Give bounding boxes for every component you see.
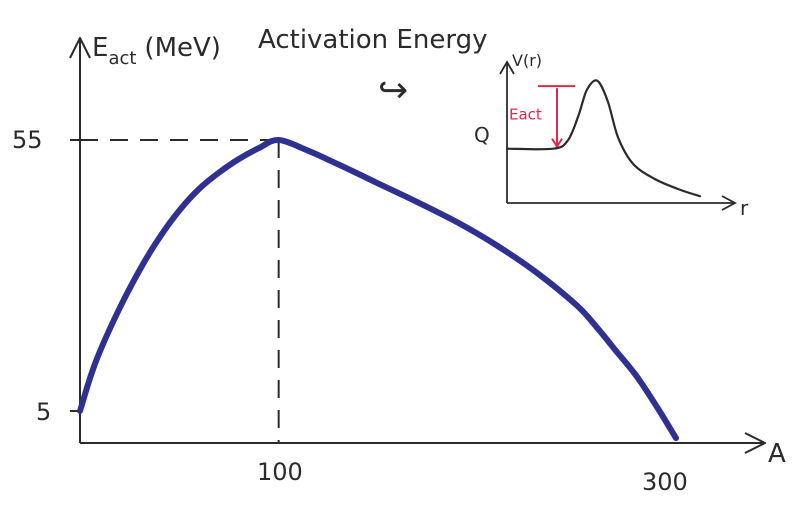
- x-axis-label: A: [768, 439, 786, 469]
- y-axis-label-symbol: E: [92, 33, 108, 63]
- x-axis-arrowhead: [744, 432, 766, 454]
- eact-label: Eact: [509, 105, 542, 123]
- y-axis-label-unit: (MeV): [144, 33, 221, 63]
- eact-arrowhead: [551, 138, 563, 149]
- series-line-activation-energy: [77, 136, 679, 442]
- y-tick-label-5: 5: [36, 398, 51, 426]
- x-tick-label-300: 300: [642, 468, 688, 496]
- title-arrow-icon: ↪: [378, 70, 408, 111]
- y-axis-arrowhead: [69, 37, 91, 59]
- y-tick-label-55: 55: [12, 126, 43, 154]
- inset-x-axis-label: r: [740, 196, 749, 220]
- y-axis-label: Eact (MeV): [92, 33, 221, 69]
- inset-y-axis-label: V(r): [512, 51, 542, 70]
- inset-y-tick-label-q: Q: [474, 123, 490, 147]
- inset-x-axis-arrowhead: [721, 195, 737, 211]
- y-axis-label-subscript: act: [108, 48, 136, 69]
- chart-title: Activation Energy: [258, 25, 487, 55]
- inset-series-line: [505, 79, 702, 198]
- inset-chart: V(r) r Q Eact: [474, 51, 749, 220]
- x-tick-label-100: 100: [257, 458, 303, 486]
- inset-y-axis-arrowhead: [499, 60, 515, 75]
